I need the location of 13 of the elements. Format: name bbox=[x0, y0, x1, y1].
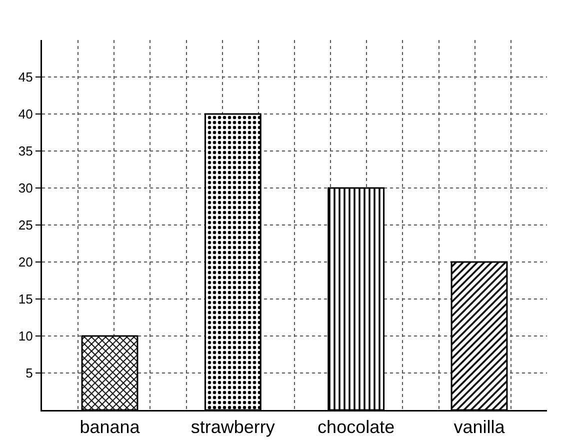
x-tick-label: vanilla bbox=[454, 417, 506, 438]
x-tick-label: strawberry bbox=[190, 417, 275, 438]
y-tick-label: 30 bbox=[18, 180, 33, 196]
y-tick-label: 15 bbox=[18, 292, 33, 307]
y-tick-label: 20 bbox=[18, 254, 33, 270]
y-tick-label: 5 bbox=[26, 366, 33, 381]
y-tick-label: 45 bbox=[18, 70, 33, 85]
y-tick-label: 10 bbox=[18, 328, 33, 344]
x-tick-label: chocolate bbox=[318, 417, 395, 438]
y-tick-label: 40 bbox=[18, 106, 33, 122]
y-tick-label: 35 bbox=[18, 144, 33, 159]
y-tick-label: 25 bbox=[18, 218, 33, 233]
x-tick-label: banana bbox=[80, 417, 141, 438]
